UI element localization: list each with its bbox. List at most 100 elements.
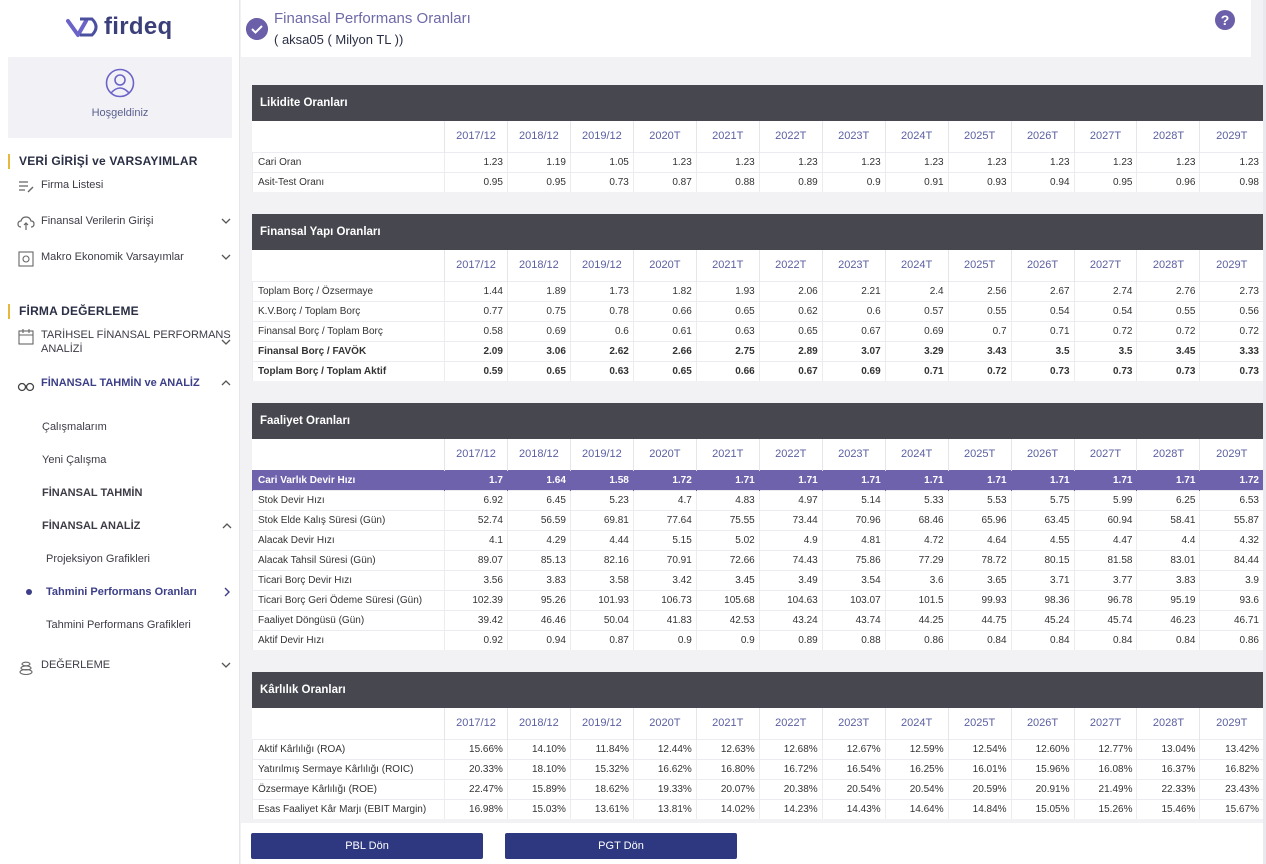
table-cell: 1.23 <box>632 151 697 172</box>
table-cell: 0.87 <box>569 629 634 650</box>
nav-degerleme[interactable]: DEĞERLEME <box>17 658 235 676</box>
table-cell: 0.78 <box>569 300 634 321</box>
nav-yeni-calisma[interactable]: Yeni Çalışma <box>42 454 107 466</box>
table-cell: 73.44 <box>758 509 823 530</box>
table-row[interactable]: Stok Elde Kalış Süresi (Gün) 52.74 56.59 69… <box>252 509 1263 530</box>
table-cell: 78.72 <box>947 549 1012 570</box>
table-cell: 1.72 <box>1199 469 1263 490</box>
table-row[interactable]: Ticari Borç Geri Ödeme Süresi (Gün) 102.3… <box>252 589 1263 610</box>
table-row[interactable]: Toplam Borç / Özsermaye 1.44 1.89 1.73 1.82 1… <box>252 280 1263 301</box>
nav-finansal-verilerin-girisi[interactable]: Finansal Verilerin Girişi <box>17 214 235 232</box>
table-cell: 1.23 <box>821 151 886 172</box>
table-row[interactable]: Cari Oran 1.23 1.19 1.05 1.23 1.23 1.23 1.23 1.2… <box>252 151 1263 172</box>
table-cell: 0.9 <box>695 629 760 650</box>
column-header-year: 2021T <box>695 121 760 152</box>
pgt-don-button[interactable]: PGT Dön <box>505 833 737 859</box>
table-header-row: 2017/12 2018/12 2019/12 2020T 2021T 2022T 2023… <box>253 708 1263 739</box>
table-cell: 3.71 <box>1010 569 1075 590</box>
table-row[interactable]: Yatırılmış Sermaye Kârlılığı (ROIC) 20.33… <box>252 758 1263 779</box>
column-header-year: 2022T <box>758 708 823 739</box>
table-cell: 44.25 <box>884 609 949 630</box>
table-row[interactable]: Ticari Borç Devir Hızı 3.56 3.83 3.58 3.42 3.… <box>252 569 1263 590</box>
welcome-card[interactable]: Hoşgeldiniz <box>8 57 232 138</box>
table-cell: 19.33% <box>632 778 697 799</box>
chevron-up-icon <box>221 380 231 386</box>
table-row[interactable]: Alacak Devir Hızı 4.1 4.29 4.44 5.15 5.02 4.9 4… <box>252 529 1263 550</box>
table-cell: 3.29 <box>884 340 949 361</box>
help-icon[interactable]: ? <box>1215 10 1235 30</box>
chevron-down-icon <box>221 254 231 260</box>
table-row[interactable]: Aktif Kârlılığı (ROA) 15.66% 14.10% 11.84% 1… <box>252 738 1263 759</box>
row-label: Stok Devir Hızı <box>252 489 445 510</box>
brand-name: firdeq <box>104 13 173 40</box>
table-cell: 2.89 <box>758 340 823 361</box>
nav-makro-ekonomik[interactable]: Makro Ekonomik Varsayımlar <box>17 250 235 268</box>
table-row[interactable]: Esas Faaliyet Kâr Marjı (EBIT Margin) 16.… <box>252 798 1263 819</box>
table-cell: 93.6 <box>1199 589 1263 610</box>
row-label: K.V.Borç / Toplam Borç <box>252 300 445 321</box>
column-header-year: 2018/12 <box>506 708 571 739</box>
table-cell: 84.44 <box>1199 549 1263 570</box>
table-row[interactable]: Finansal Borç / FAVÖK 2.09 3.06 2.62 2.66 2.7… <box>252 340 1263 361</box>
table-cell: 4.81 <box>821 529 886 550</box>
page-header: Finansal Performans Oranları ( aksa05 ( … <box>241 0 1251 57</box>
table-cell: 21.49% <box>1073 778 1137 799</box>
nav-tahmini-performans-grafikleri[interactable]: Tahmini Performans Grafikleri <box>46 619 191 631</box>
table-cell: 0.95 <box>1073 171 1137 192</box>
table-cell: 58.41 <box>1136 509 1200 530</box>
table-cell: 16.80% <box>695 758 760 779</box>
column-header-year: 2029T <box>1199 250 1263 281</box>
scrollbar[interactable] <box>1263 0 1266 864</box>
table-row[interactable]: Özsermaye Kârlılığı (ROE) 22.47% 15.89% 18.… <box>252 778 1263 799</box>
table-cell: 5.33 <box>884 489 949 510</box>
table-cell: 75.55 <box>695 509 760 530</box>
table-row[interactable]: Toplam Borç / Toplam Aktif 0.59 0.65 0.63 0.… <box>252 360 1263 381</box>
column-header-year: 2025T <box>947 250 1012 281</box>
list-edit-icon <box>19 181 34 193</box>
nav-firma-listesi[interactable]: Firma Listesi <box>17 178 235 196</box>
table-cell: 0.89 <box>758 171 823 192</box>
table-cell: 15.66% <box>443 738 508 759</box>
panel-title: Likidite Oranları <box>252 85 1263 121</box>
brand-logo[interactable]: firdeq <box>66 12 172 42</box>
table-cell: 20.38% <box>758 778 823 799</box>
nav-tahmini-performans-oranlari[interactable]: Tahmini Performans Oranları <box>46 586 234 598</box>
table-cell: 5.75 <box>1010 489 1075 510</box>
table-cell: 0.54 <box>1073 300 1137 321</box>
table-cell: 3.45 <box>1136 340 1200 361</box>
table-cell: 0.6 <box>569 320 634 341</box>
table-cell: 1.23 <box>1136 151 1200 172</box>
column-header-year: 2020T <box>632 250 697 281</box>
table-row[interactable]: Asit-Test Oranı 0.95 0.95 0.73 0.87 0.88 0.89 0… <box>252 171 1263 192</box>
column-header-year: 2025T <box>947 121 1012 152</box>
nav-finansal-tahmin-analiz[interactable]: FİNANSAL TAHMİN ve ANALİZ <box>17 376 235 394</box>
nav-calismalarim[interactable]: Çalışmalarım <box>42 421 107 433</box>
table-cell: 69.81 <box>569 509 634 530</box>
table-row[interactable]: Cari Varlık Devir Hızı 1.7 1.64 1.58 1.72 1.7… <box>252 469 1263 490</box>
row-label: Özsermaye Kârlılığı (ROE) <box>252 778 445 799</box>
table-cell: 0.61 <box>632 320 697 341</box>
pbl-don-button[interactable]: PBL Dön <box>251 833 483 859</box>
table-row[interactable]: Faaliyet Döngüsü (Gün) 39.42 46.46 50.04 41.… <box>252 609 1263 630</box>
table-cell: 101.93 <box>569 589 634 610</box>
bottom-action-bar: PBL Dön PGT Dön <box>241 823 1266 864</box>
table-cell: 15.46% <box>1136 798 1200 819</box>
table-row[interactable]: K.V.Borç / Toplam Borç 0.77 0.75 0.78 0.66 0.… <box>252 300 1263 321</box>
nav-finansal-analiz[interactable]: FİNANSAL ANALİZ <box>42 520 234 532</box>
table-cell: 3.83 <box>506 569 571 590</box>
table-row[interactable]: Alacak Tahsil Süresi (Gün) 89.07 85.13 82.1… <box>252 549 1263 570</box>
table-row[interactable]: Aktif Devir Hızı 0.92 0.94 0.87 0.9 0.9 0.89 0.… <box>252 629 1263 650</box>
column-header-year: 2026T <box>1010 708 1075 739</box>
table-row[interactable]: Finansal Borç / Toplam Borç 0.58 0.69 0.6 0.… <box>252 320 1263 341</box>
nav-projeksiyon-grafikleri[interactable]: Projeksiyon Grafikleri <box>46 553 150 565</box>
nav-finansal-tahmin[interactable]: FİNANSAL TAHMİN <box>42 487 143 499</box>
table-cell: 0.94 <box>1010 171 1075 192</box>
nav-tarihsel-finansal[interactable]: TARİHSEL FİNANSAL PERFORMANS ANALİZİ <box>17 328 235 356</box>
column-header-year: 2017/12 <box>443 121 508 152</box>
row-label: Ticari Borç Devir Hızı <box>252 569 445 590</box>
table-row[interactable]: Stok Devir Hızı 6.92 6.45 5.23 4.7 4.83 4.97 5.… <box>252 489 1263 510</box>
table-cell: 3.58 <box>569 569 634 590</box>
row-label: Toplam Borç / Toplam Aktif <box>252 360 445 381</box>
table-cell: 13.61% <box>569 798 634 819</box>
table-cell: 98.36 <box>1010 589 1075 610</box>
